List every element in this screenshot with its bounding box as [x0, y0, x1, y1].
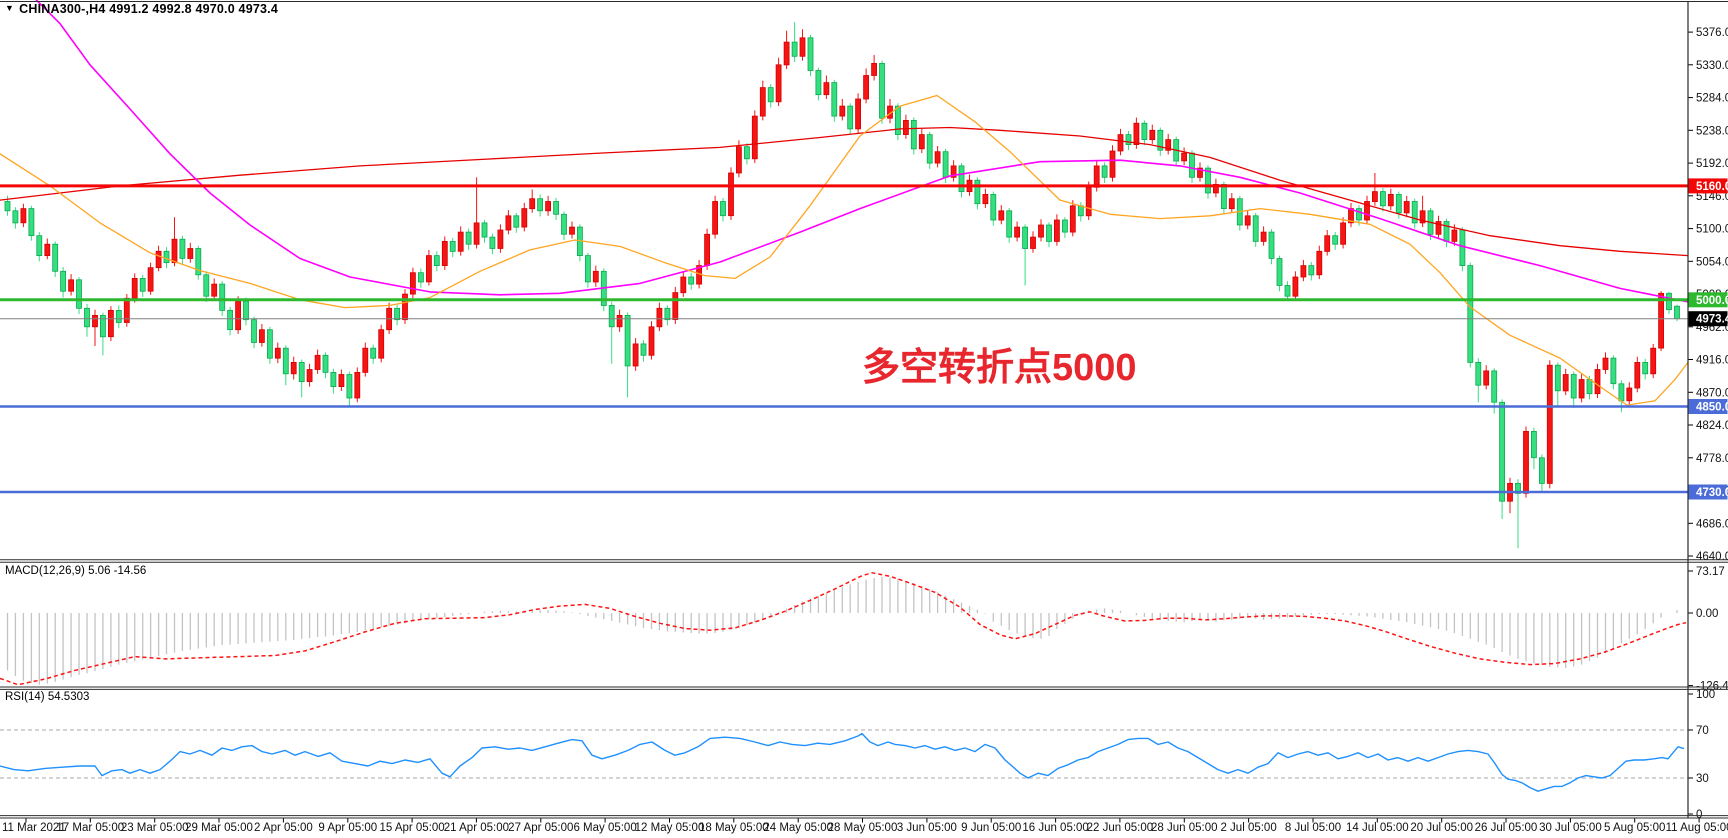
- svg-text:0: 0: [1696, 809, 1702, 821]
- ma-slow-red: [0, 126, 1689, 257]
- svg-text:5376.0: 5376.0: [1696, 27, 1728, 39]
- svg-text:5 Aug 05:00: 5 Aug 05:00: [1604, 822, 1665, 834]
- rsi-indicator-label: RSI(14) 54.5303: [5, 691, 90, 703]
- svg-text:5160.0: 5160.0: [1696, 181, 1728, 193]
- svg-text:16 Jun 05:00: 16 Jun 05:00: [1022, 822, 1089, 834]
- svg-text:26 Jul 05:00: 26 Jul 05:00: [1475, 822, 1538, 834]
- rsi-axis: 100 70 30 0: [1688, 689, 1715, 821]
- svg-text:24 May 05:00: 24 May 05:00: [763, 822, 833, 834]
- svg-text:20 Jul 05:00: 20 Jul 05:00: [1410, 822, 1473, 834]
- candles-group: [4, 22, 1680, 549]
- macd-indicator-label: MACD(12,26,9) 5.06 -14.56: [5, 565, 147, 577]
- svg-text:3 Jun 05:00: 3 Jun 05:00: [897, 822, 957, 834]
- price-badge: 4730.0: [1688, 484, 1728, 500]
- panel-borders: [0, 1, 1728, 819]
- svg-text:9 Jun 05:00: 9 Jun 05:00: [961, 822, 1021, 834]
- svg-text:4640.0: 4640.0: [1696, 551, 1728, 563]
- svg-text:4870.0: 4870.0: [1696, 387, 1728, 399]
- svg-text:5330.0: 5330.0: [1696, 60, 1728, 72]
- svg-text:15 Apr 05:00: 15 Apr 05:00: [379, 822, 444, 834]
- svg-text:2 Jul 05:00: 2 Jul 05:00: [1220, 822, 1276, 834]
- ma-magenta: [35, 0, 1689, 303]
- svg-text:30: 30: [1696, 773, 1709, 785]
- svg-text:23 Mar 05:00: 23 Mar 05:00: [121, 822, 189, 834]
- svg-text:4778.0: 4778.0: [1696, 453, 1728, 465]
- svg-text:4686.0: 4686.0: [1696, 518, 1728, 530]
- svg-text:5054.0: 5054.0: [1696, 256, 1728, 268]
- svg-text:2 Apr 05:00: 2 Apr 05:00: [254, 822, 313, 834]
- svg-text:18 May 05:00: 18 May 05:00: [699, 822, 769, 834]
- svg-text:14 Jul 05:00: 14 Jul 05:00: [1346, 822, 1409, 834]
- svg-text:70: 70: [1696, 725, 1709, 737]
- svg-text:100: 100: [1696, 689, 1715, 701]
- quote-text: CHINA300-,H4 4991.2 4992.8 4970.0 4973.4: [19, 2, 278, 16]
- svg-text:11 Aug 05:00: 11 Aug 05:00: [1666, 822, 1728, 834]
- svg-text:30 Jul 05:00: 30 Jul 05:00: [1539, 822, 1602, 834]
- price-badge: 5160.0: [1688, 178, 1728, 194]
- svg-text:5238.0: 5238.0: [1696, 125, 1728, 137]
- svg-text:22 Jun 05:00: 22 Jun 05:00: [1087, 822, 1154, 834]
- horizontal-levels[interactable]: [0, 184, 1688, 494]
- price-badge: 4973.4: [1688, 311, 1728, 327]
- svg-text:5100.0: 5100.0: [1696, 224, 1728, 236]
- svg-text:5284.0: 5284.0: [1696, 93, 1728, 105]
- ma-orange: [0, 94, 1689, 406]
- svg-text:4973.4: 4973.4: [1696, 314, 1728, 326]
- svg-text:73.17: 73.17: [1696, 566, 1725, 578]
- price-badge: 4850.0: [1688, 399, 1728, 414]
- svg-text:4730.0: 4730.0: [1696, 487, 1728, 499]
- macd-signal-line: [0, 572, 1687, 686]
- chart-annotation-text: 多空转折点5000: [862, 347, 1137, 389]
- svg-text:28 Jun 05:00: 28 Jun 05:00: [1151, 822, 1218, 834]
- svg-text:17 Mar 05:00: 17 Mar 05:00: [56, 822, 124, 834]
- svg-text:4824.0: 4824.0: [1696, 420, 1728, 432]
- svg-text:8 Jul 05:00: 8 Jul 05:00: [1285, 822, 1341, 834]
- svg-text:21 Apr 05:00: 21 Apr 05:00: [444, 822, 509, 834]
- svg-text:11 Mar 2021: 11 Mar 2021: [2, 822, 66, 834]
- svg-text:6 May 05:00: 6 May 05:00: [573, 822, 636, 834]
- svg-text:0.00: 0.00: [1696, 608, 1718, 620]
- svg-text:9 Apr 05:00: 9 Apr 05:00: [318, 822, 377, 834]
- price-axis: 5376.0 5330.0 5284.0 5238.0 5192.0 5146.0 5100…: [1688, 27, 1728, 563]
- svg-text:4916.0: 4916.0: [1696, 355, 1728, 367]
- macd-histogram: [6, 576, 1678, 685]
- svg-text:12 May 05:00: 12 May 05:00: [635, 822, 705, 834]
- svg-text:5146.0: 5146.0: [1696, 191, 1728, 203]
- rsi-line: [0, 732, 1685, 792]
- svg-text:28 May 05:00: 28 May 05:00: [828, 822, 898, 834]
- macd-axis: 73.170.00-126.47: [1688, 566, 1728, 693]
- svg-text:29 Mar 05:00: 29 Mar 05:00: [185, 822, 253, 834]
- symbol-dropdown-icon[interactable]: ▼: [5, 3, 15, 13]
- symbol-quote-line: ▼ CHINA300-,H4 4991.2 4992.8 4970.0 4973.…: [5, 2, 278, 16]
- svg-text:27 Apr 05:00: 27 Apr 05:00: [508, 822, 573, 834]
- svg-text:5192.0: 5192.0: [1696, 158, 1728, 170]
- svg-text:5000.0: 5000.0: [1696, 295, 1728, 307]
- svg-text:4850.0: 4850.0: [1696, 402, 1728, 414]
- price-badge: 5000.0: [1688, 292, 1728, 308]
